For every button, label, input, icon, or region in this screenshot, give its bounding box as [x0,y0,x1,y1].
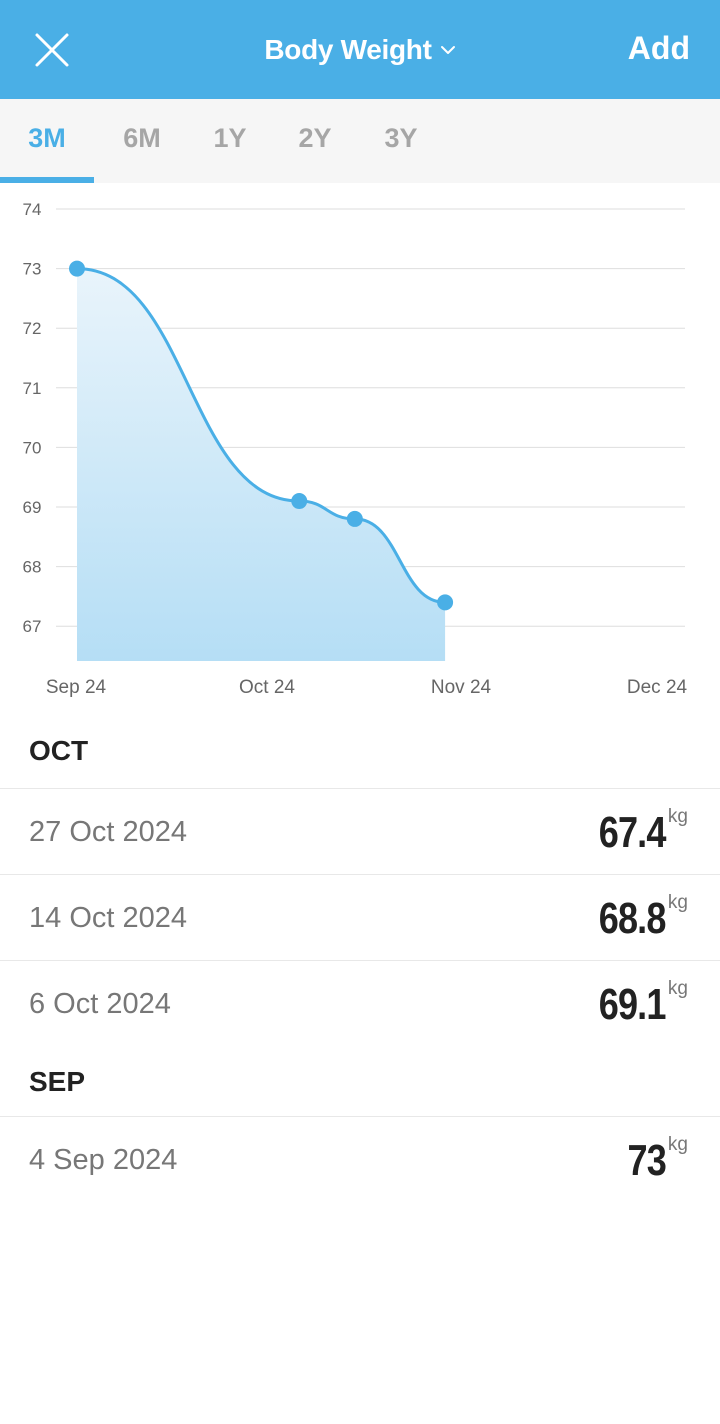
y-tick-label: 68 [23,558,42,577]
data-point [346,510,363,527]
y-tick-label: 69 [23,498,42,517]
add-button[interactable]: Add [627,30,690,66]
tab-6m[interactable]: 6M [123,123,161,153]
y-tick-label: 74 [23,200,42,219]
chevron-down-icon [440,45,455,54]
entry-value: 67.4 [598,808,667,857]
data-point [69,260,85,277]
list-item[interactable]: 14 Oct 2024 68.8 kg [0,875,720,961]
x-tick-label: Oct 24 [239,677,295,698]
tab-3y[interactable]: 3Y [384,123,418,153]
active-tab-indicator [0,177,94,183]
y-tick-label: 71 [23,379,42,398]
range-tabs: 3M 6M 1Y 2Y 3Y [0,99,720,183]
close-button[interactable] [26,24,78,76]
entry-value: 68.8 [598,894,667,943]
data-point [437,594,454,611]
top-bar: Body Weight Add [0,0,720,99]
entry-date: 14 Oct 2024 [29,902,187,934]
list-item[interactable]: 4 Sep 2024 73 kg [0,1117,720,1203]
y-tick-label: 73 [23,260,42,279]
tab-3m[interactable]: 3M [28,123,66,153]
page-title: Body Weight [264,33,432,65]
y-tick-label: 70 [23,438,42,457]
metric-selector[interactable]: Body Weight [264,34,455,66]
entry-unit: kg [667,1134,688,1155]
area-fill [77,268,446,661]
section-header-oct: OCT [0,713,720,789]
y-tick-label: 67 [23,617,42,636]
x-tick-label: Sep 24 [46,677,107,698]
entry-unit: kg [667,892,688,913]
section-header-sep: SEP [0,1047,720,1117]
entry-date: 6 Oct 2024 [29,988,171,1020]
list-item[interactable]: 6 Oct 2024 69.1 kg [0,961,720,1047]
entry-date: 27 Oct 2024 [29,816,187,848]
x-tick-label: Nov 24 [431,677,492,698]
y-tick-label: 72 [23,319,42,338]
list-item[interactable]: 27 Oct 2024 67.4 kg [0,789,720,875]
entries-list: OCT 27 Oct 2024 67.4 kg 14 Oct 2024 68.8… [0,713,720,1203]
entry-value: 73 [627,1136,666,1185]
entry-unit: kg [667,978,688,999]
tab-1y[interactable]: 1Y [213,123,247,153]
entry-unit: kg [667,806,688,827]
tab-2y[interactable]: 2Y [298,123,332,153]
close-icon [35,33,69,67]
weight-chart: 74 73 72 71 70 69 68 67 Sep 24 Oct 24 Nov 24 Dec 2… [0,183,720,713]
data-point [291,493,308,510]
entry-value: 69.1 [598,980,667,1029]
x-tick-label: Dec 24 [627,677,688,698]
entry-date: 4 Sep 2024 [29,1144,178,1176]
chart-svg: 74 73 72 71 70 69 68 67 Sep 24 Oct 24 Nov 24 Dec 2… [23,200,688,698]
